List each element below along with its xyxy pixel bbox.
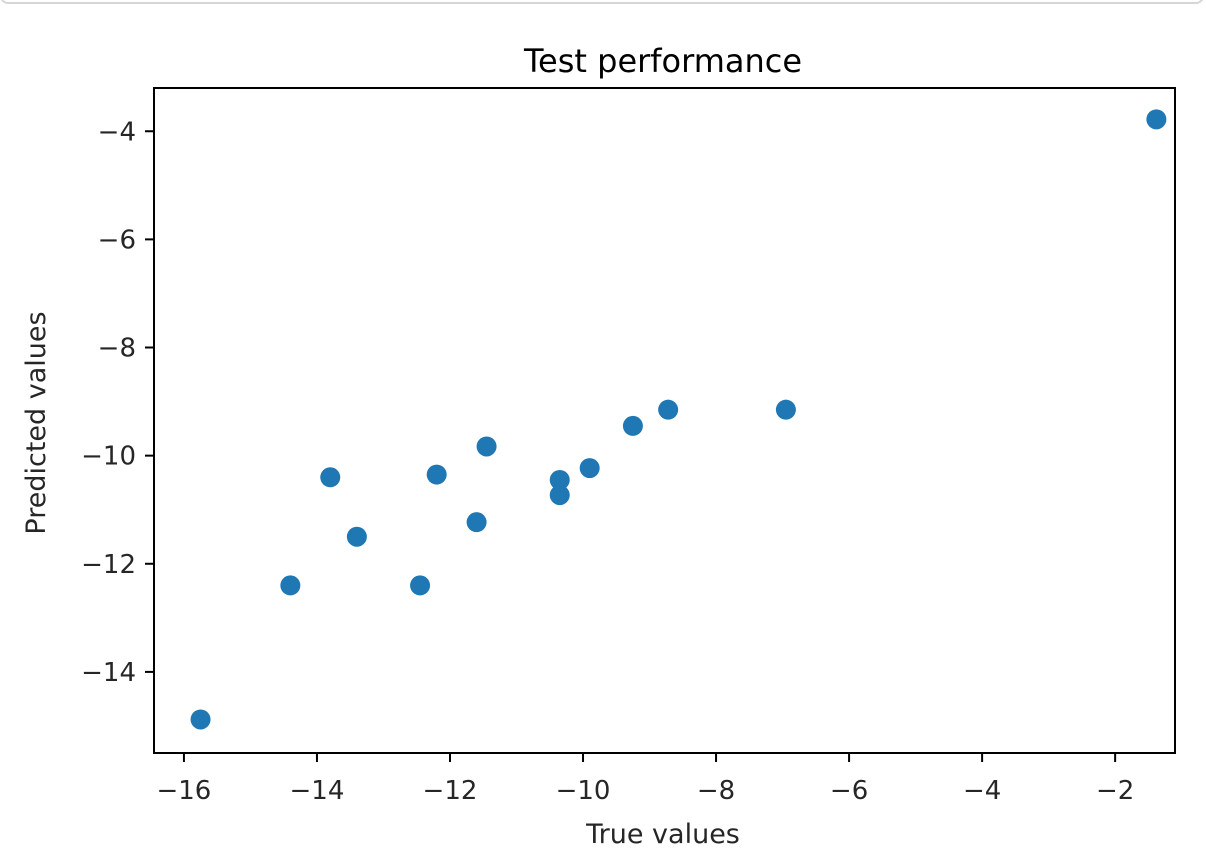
data-point-3 — [320, 467, 341, 488]
data-point-12 — [622, 415, 643, 436]
x-tick-label: −2 — [1096, 776, 1134, 806]
y-axis-label: Predicted values — [21, 311, 52, 534]
x-tick-label: −10 — [556, 776, 611, 806]
x-tick-label: −12 — [423, 776, 478, 806]
data-point-2 — [280, 575, 301, 596]
y-tick-label: −8 — [98, 334, 136, 364]
y-tick-label: −12 — [81, 550, 136, 580]
x-tick-label: −6 — [830, 776, 868, 806]
x-tick-label: −14 — [290, 776, 345, 806]
data-point-11 — [579, 458, 600, 479]
data-points — [190, 109, 1167, 730]
chart-title: Test performance — [523, 42, 802, 80]
y-tick-label: −4 — [98, 117, 136, 147]
x-tick-label: −4 — [963, 776, 1001, 806]
y-tick-label: −6 — [98, 225, 136, 255]
plot-area-frame — [153, 87, 1176, 754]
data-point-9 — [549, 469, 570, 490]
data-point-7 — [466, 512, 487, 533]
y-axis-ticks: −14 −12 −10 −8 −6 −4 — [81, 117, 154, 688]
x-tick-label: −8 — [697, 776, 735, 806]
data-point-4 — [346, 526, 367, 547]
data-point-8 — [476, 436, 497, 457]
x-axis-ticks: −16 −14 −12 −10 −8 −6 −4 −2 — [156, 753, 1134, 806]
x-tick-label: −16 — [156, 776, 211, 806]
y-tick-label: −10 — [81, 442, 136, 472]
x-axis-label: True values — [585, 819, 740, 850]
data-point-14 — [775, 399, 796, 420]
data-point-10 — [549, 485, 570, 506]
data-point-15 — [1146, 109, 1167, 130]
data-point-5 — [410, 575, 431, 596]
data-point-13 — [658, 399, 679, 420]
y-tick-label: −14 — [81, 658, 136, 688]
data-point-6 — [426, 464, 447, 485]
data-point-1 — [190, 709, 211, 730]
